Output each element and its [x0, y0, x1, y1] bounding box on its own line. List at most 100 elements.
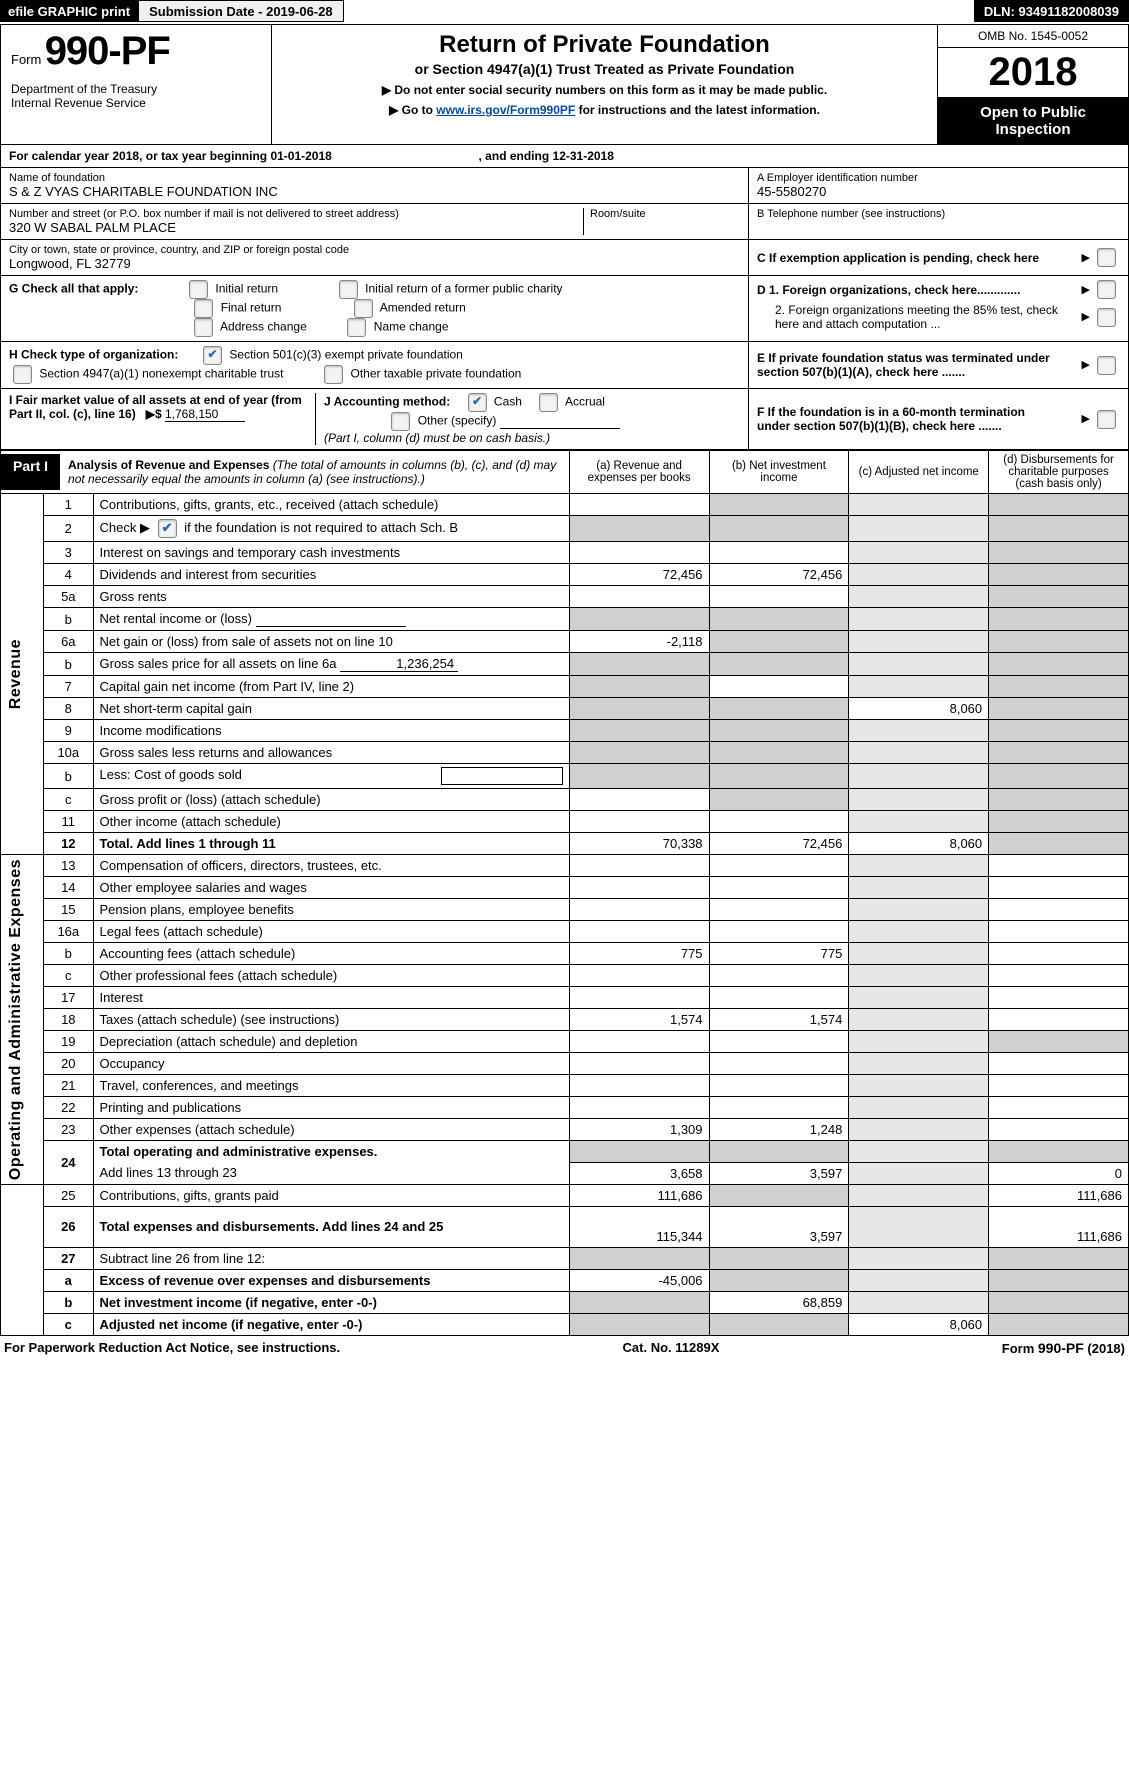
val-6b-inline: 1,236,254: [340, 656, 458, 672]
ln-14: 14: [44, 877, 93, 899]
val-12c: 8,060: [849, 833, 989, 855]
e-check[interactable]: [1097, 356, 1116, 375]
g-amended[interactable]: [354, 299, 373, 318]
ln-5b: b: [44, 608, 93, 631]
desc-25: Contributions, gifts, grants paid: [93, 1184, 569, 1206]
row-16c: cOther professional fees (attach schedul…: [1, 965, 1129, 987]
ln-7: 7: [44, 676, 93, 698]
c-checkbox[interactable]: [1097, 248, 1116, 267]
h2-check[interactable]: [13, 365, 32, 384]
g2: Initial return of a former public charit…: [365, 282, 562, 296]
row-16b: bAccounting fees (attach schedule) 775 7…: [1, 943, 1129, 965]
row-18: 18Taxes (attach schedule) (see instructi…: [1, 1009, 1129, 1031]
ln-24: 24: [44, 1141, 93, 1185]
schb-check[interactable]: ✔: [158, 519, 177, 538]
val-16b-b: 775: [709, 943, 849, 965]
irs-link[interactable]: www.irs.gov/Form990PF: [436, 103, 575, 117]
h-label: H Check type of organization:: [9, 348, 178, 362]
ln-15: 15: [44, 899, 93, 921]
ln-23: 23: [44, 1119, 93, 1141]
j1: Cash: [494, 395, 522, 409]
d1-label: D 1. Foreign organizations, check here..…: [757, 283, 1020, 297]
form-title: Return of Private Foundation: [282, 31, 927, 59]
val-26d: 111,686: [989, 1206, 1129, 1247]
val-25d: 111,686: [989, 1184, 1129, 1206]
val-12b: 72,456: [709, 833, 849, 855]
phone-label: B Telephone number (see instructions): [757, 208, 1120, 220]
col-b-head: (b) Net investment income: [709, 451, 849, 494]
dept-irs: Internal Revenue Service: [11, 96, 261, 110]
desc-2-pre: Check ▶: [100, 520, 154, 535]
row-24b: Add lines 13 through 23 3,658 3,597 0: [1, 1162, 1129, 1184]
desc-24: Total operating and administrative expen…: [93, 1141, 569, 1163]
ln-8: 8: [44, 698, 93, 720]
ln-13: 13: [44, 855, 93, 877]
ln-16b: b: [44, 943, 93, 965]
g-name[interactable]: [347, 318, 366, 337]
dln: DLN: 93491182008039: [974, 0, 1129, 22]
g1: Initial return: [215, 282, 278, 296]
footer: For Paperwork Reduction Act Notice, see …: [0, 1336, 1129, 1356]
val-26b: 3,597: [709, 1206, 849, 1247]
desc-6b-text: Gross sales price for all assets on line…: [100, 656, 337, 671]
row-22: 22Printing and publications: [1, 1097, 1129, 1119]
open-public-2: Inspection: [942, 121, 1124, 138]
name-label: Name of foundation: [9, 172, 740, 184]
j-other[interactable]: [391, 412, 410, 431]
col-c-head: (c) Adjusted net income: [849, 451, 989, 494]
form-subtitle: or Section 4947(a)(1) Trust Treated as P…: [282, 61, 927, 77]
desc-16a: Legal fees (attach schedule): [93, 921, 569, 943]
row-6a: 6a Net gain or (loss) from sale of asset…: [1, 631, 1129, 653]
val-12a: 70,338: [569, 833, 709, 855]
desc-20: Occupancy: [93, 1053, 569, 1075]
g-final[interactable]: [194, 299, 213, 318]
desc-6a: Net gain or (loss) from sale of assets n…: [93, 631, 569, 653]
desc-2-post: if the foundation is not required to att…: [184, 520, 458, 535]
desc-10c: Gross profit or (loss) (attach schedule): [93, 789, 569, 811]
footer-left: For Paperwork Reduction Act Notice, see …: [4, 1340, 340, 1356]
d2-label: 2. Foreign organizations meeting the 85%…: [757, 303, 1075, 331]
h3-check[interactable]: [324, 365, 343, 384]
g-initial-former[interactable]: [339, 280, 358, 299]
val-23b: 1,248: [709, 1119, 849, 1141]
row-27: 27 Subtract line 26 from line 12:: [1, 1247, 1129, 1269]
d2-check[interactable]: [1097, 308, 1116, 327]
desc-21: Travel, conferences, and meetings: [93, 1075, 569, 1097]
j-accrual[interactable]: [539, 393, 558, 412]
g-addr[interactable]: [194, 318, 213, 337]
desc-19: Depreciation (attach schedule) and deple…: [93, 1031, 569, 1053]
d1-check[interactable]: [1097, 280, 1116, 299]
c-label: C If exemption application is pending, c…: [757, 251, 1039, 265]
g4: Amended return: [380, 301, 466, 315]
ln-9: 9: [44, 720, 93, 742]
desc-24b: Add lines 13 through 23: [93, 1162, 569, 1184]
open-public-badge: Open to Public Inspection: [938, 98, 1128, 144]
j3: Other (specify): [418, 414, 497, 428]
desc-22: Printing and publications: [93, 1097, 569, 1119]
val-4a: 72,456: [569, 564, 709, 586]
j-note: (Part I, column (d) must be on cash basi…: [324, 431, 550, 445]
j-cash[interactable]: ✔: [468, 393, 487, 412]
ein-value: 45-5580270: [757, 184, 1120, 199]
row-26: 26 Total expenses and disbursements. Add…: [1, 1206, 1129, 1247]
note-url-pre: ▶ Go to: [389, 103, 436, 117]
g6: Name change: [374, 320, 449, 334]
f-check[interactable]: [1097, 410, 1116, 429]
omb-number: OMB No. 1545-0052: [938, 25, 1128, 48]
entity-section: For calendar year 2018, or tax year begi…: [0, 145, 1129, 450]
val-4b: 72,456: [709, 564, 849, 586]
desc-10b: Less: Cost of goods sold: [93, 764, 569, 789]
desc-13: Compensation of officers, directors, tru…: [93, 855, 569, 877]
row-13: Operating and Administrative Expenses 13…: [1, 855, 1129, 877]
footer-mid: Cat. No. 11289X: [623, 1340, 720, 1356]
g-initial[interactable]: [189, 280, 208, 299]
ln-17: 17: [44, 987, 93, 1009]
f-label: F If the foundation is in a 60-month ter…: [757, 405, 1057, 433]
desc-15: Pension plans, employee benefits: [93, 899, 569, 921]
ln-1: 1: [44, 494, 93, 516]
h1-check[interactable]: ✔: [203, 346, 222, 365]
side-expenses: Operating and Administrative Expenses: [7, 859, 25, 1180]
ln-25: 25: [44, 1184, 93, 1206]
part1-tag: Part I: [1, 454, 60, 490]
row-24: 24 Total operating and administrative ex…: [1, 1141, 1129, 1163]
